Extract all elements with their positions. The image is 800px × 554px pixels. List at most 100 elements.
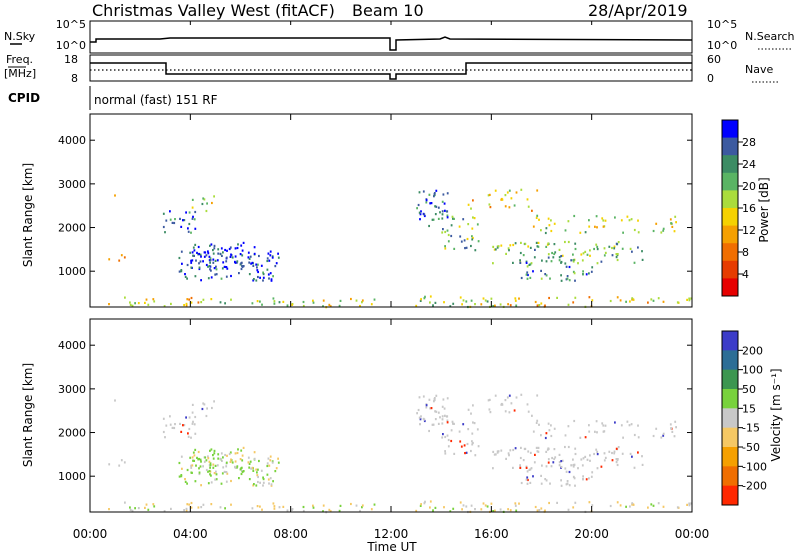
- scatter-cell: [417, 203, 420, 207]
- scatter-cell: [181, 262, 183, 265]
- scatter-cell: [586, 458, 589, 461]
- scatter-cell: [186, 263, 189, 267]
- scatter-cell: [572, 301, 575, 304]
- scatter-cell: [453, 422, 455, 425]
- nave-tick-bottom: 0: [707, 72, 714, 85]
- scatter-cell: [529, 468, 532, 471]
- scatter-cell: [329, 510, 332, 513]
- scatter-cell: [178, 475, 181, 478]
- scatter-cell: [582, 457, 585, 460]
- scatter-cell: [537, 450, 540, 453]
- scatter-cell: [588, 272, 590, 275]
- scatter-cell: [550, 219, 552, 222]
- scatter-cell: [671, 225, 674, 228]
- scatter-cell: [549, 277, 551, 280]
- scatter-cell: [190, 501, 193, 505]
- scatter-cell: [558, 256, 561, 259]
- scatter-cell: [209, 449, 211, 452]
- scatter-cell: [447, 438, 450, 442]
- scatter-cell: [302, 304, 305, 308]
- scatter-cell: [425, 199, 428, 202]
- scatter-cell: [144, 506, 146, 509]
- scatter-cell: [185, 304, 188, 307]
- scatter-cell: [205, 459, 208, 462]
- scatter-cell: [194, 432, 197, 435]
- scatter-cell: [444, 450, 446, 453]
- scatter-cell: [212, 454, 214, 457]
- scatter-cell: [203, 198, 206, 201]
- scatter-cell: [162, 430, 165, 434]
- scatter-cell: [497, 450, 500, 453]
- scatter-cell: [134, 507, 136, 510]
- scatter-cell: [188, 503, 191, 506]
- scatter-cell: [540, 474, 542, 477]
- scatter-cell: [451, 215, 454, 218]
- scatter-cell: [572, 270, 575, 273]
- scatter-cell: [423, 213, 426, 216]
- scatter-cell: [566, 482, 569, 485]
- scatter-cell: [565, 470, 568, 473]
- scatter-cell: [688, 504, 691, 507]
- scatter-cell: [452, 507, 455, 510]
- scatter-cell: [629, 247, 632, 250]
- scatter-cell: [234, 452, 237, 455]
- scatter-cell: [458, 430, 461, 433]
- scatter-cell: [547, 256, 550, 259]
- scatter-cell: [467, 408, 470, 411]
- scatter-cell: [191, 456, 194, 459]
- scatter-cell: [266, 473, 269, 476]
- scatter-cell: [108, 508, 110, 511]
- scatter-cell: [210, 243, 213, 246]
- scatter-cell: [560, 279, 563, 282]
- scatter-cell: [171, 426, 174, 429]
- cpid-value: normal (fast) 151 RF: [94, 93, 218, 107]
- scatter-cell: [570, 259, 573, 262]
- scatter-cell: [425, 406, 428, 409]
- scatter-cell: [540, 507, 543, 510]
- scatter-cell: [417, 408, 420, 412]
- scatter-cell: [251, 302, 254, 305]
- scatter-cell: [655, 427, 658, 430]
- scatter-cell: [547, 458, 550, 461]
- scatter-cell: [500, 198, 503, 201]
- time-axis: 00:00 04:00 08:00 12:00 16:00 20:00 00:00: [73, 21, 709, 541]
- scatter-cell: [223, 470, 226, 473]
- scatter-cell: [217, 457, 220, 460]
- scatter-cell: [526, 271, 529, 274]
- scatter-cell: [480, 508, 483, 511]
- scatter-cell: [198, 252, 200, 256]
- scatter-cell: [182, 219, 184, 222]
- scatter-cell: [210, 474, 212, 477]
- scatter-cell: [194, 227, 197, 230]
- scatter-cell: [355, 504, 358, 507]
- scatter-cell: [220, 247, 223, 250]
- scatter-cell: [129, 303, 132, 306]
- scatter-cell: [329, 305, 332, 308]
- scatter-cell: [613, 450, 616, 453]
- scatter-cell: [197, 450, 200, 454]
- scatter-cell: [544, 509, 546, 512]
- scatter-cell: [217, 248, 220, 251]
- scatter-cell: [449, 305, 452, 308]
- scatter-cell: [589, 459, 591, 462]
- y-tick-label: 4000: [58, 339, 86, 352]
- scatter-cell: [269, 477, 272, 480]
- scatter-cell: [534, 453, 536, 456]
- scatter-cell: [652, 434, 655, 438]
- scatter-cell: [467, 203, 470, 206]
- scatter-cell: [302, 509, 305, 513]
- scatter-cell: [553, 243, 556, 246]
- scatter-cell: [212, 249, 214, 252]
- scatter-cell: [534, 505, 537, 509]
- scatter-cell: [204, 456, 207, 459]
- scatter-cell: [573, 272, 576, 275]
- scatter-cell: [432, 509, 434, 512]
- scatter-cell: [553, 252, 556, 256]
- scatter-cell: [524, 447, 527, 450]
- scatter-cell: [424, 295, 426, 298]
- scatter-cell: [257, 263, 259, 266]
- scatter-cell: [675, 221, 677, 224]
- scatter-cell: [312, 506, 315, 509]
- scatter-cell: [686, 503, 688, 506]
- scatter-cell: [492, 305, 494, 308]
